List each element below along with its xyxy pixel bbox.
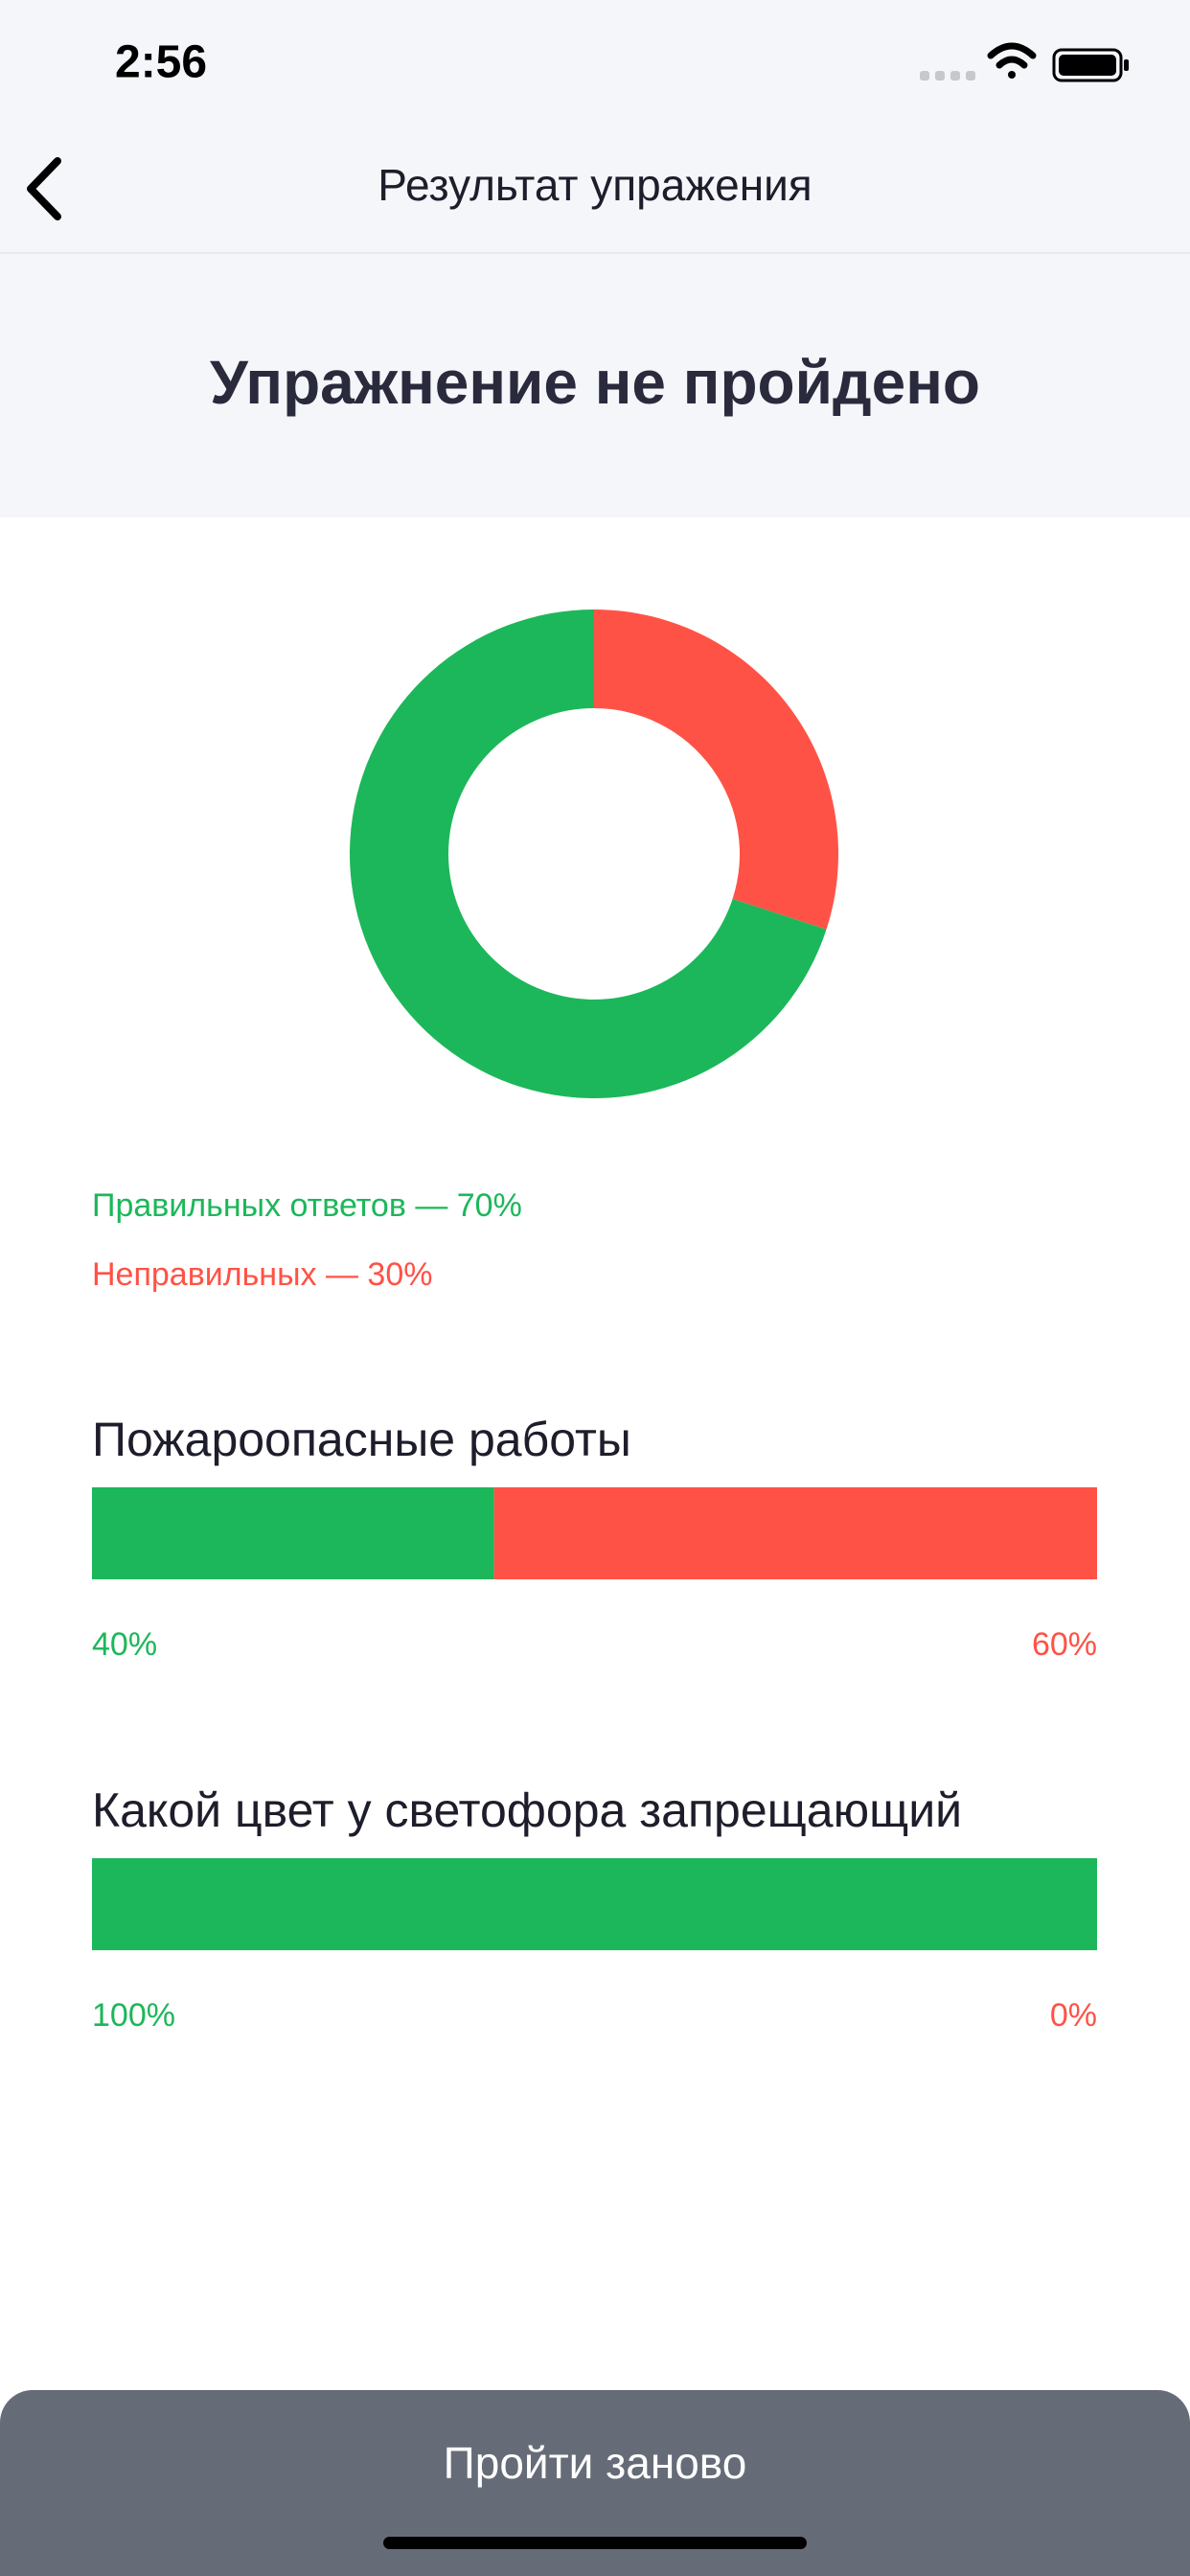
correct-label: 100% bbox=[92, 1997, 175, 2034]
retry-button-background[interactable] bbox=[0, 2390, 1190, 2576]
donut-chart bbox=[350, 610, 839, 1098]
bar-incorrect bbox=[493, 1487, 1097, 1579]
correct-label: 40% bbox=[92, 1626, 157, 1663]
result-title: Упражнение не пройдено bbox=[210, 348, 980, 417]
incorrect-label: 60% bbox=[1032, 1626, 1097, 1663]
retry-button-label[interactable]: Пройти заново bbox=[444, 2438, 747, 2488]
question-title: Какой цвет у светофора запрещающий bbox=[92, 1783, 962, 1837]
legend-entry: Неправильных — 30% bbox=[92, 1256, 432, 1293]
back-button[interactable] bbox=[27, 157, 61, 220]
home-indicator bbox=[383, 2537, 807, 2549]
question-title: Пожароопасные работы bbox=[92, 1413, 631, 1466]
header-background bbox=[0, 0, 1190, 518]
wifi-icon bbox=[987, 42, 1037, 79]
battery-icon bbox=[1052, 48, 1129, 82]
donut-slice bbox=[594, 610, 839, 930]
bar-correct bbox=[92, 1858, 1097, 1950]
legend: Правильных ответов — 70% Неправильных — 3… bbox=[92, 1187, 522, 1293]
retry-button[interactable]: Пройти заново bbox=[0, 2390, 1190, 2576]
status-time: 2:56 bbox=[115, 37, 207, 88]
question-list: Пожароопасные работы 40% 60% Какой цвет у с… bbox=[92, 1413, 1097, 2034]
signal-icon bbox=[920, 71, 975, 80]
incorrect-label: 0% bbox=[1050, 1997, 1097, 2034]
donut-slice bbox=[350, 610, 827, 1098]
legend-entry: Правильных ответов — 70% bbox=[92, 1187, 522, 1224]
bar-correct bbox=[92, 1487, 494, 1579]
header-title: Результат упражения bbox=[378, 160, 812, 210]
